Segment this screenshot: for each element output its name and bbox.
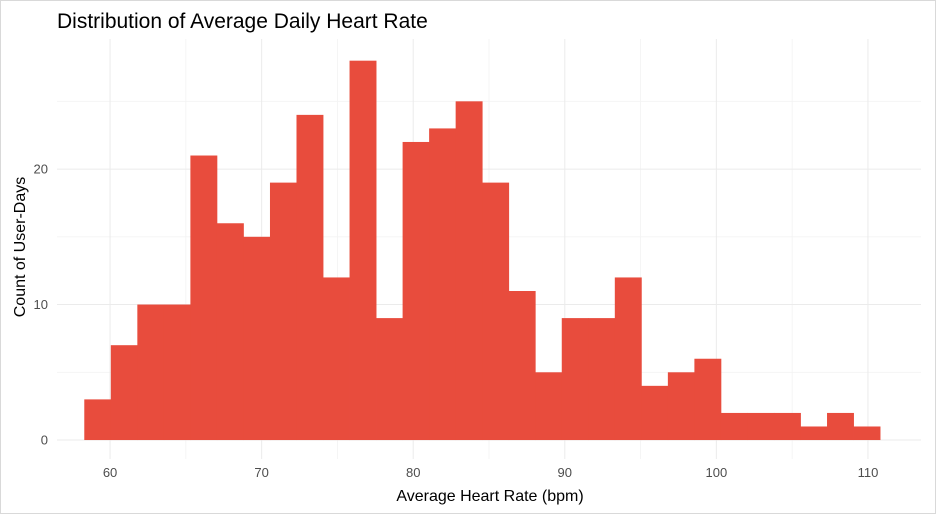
y-tick-label: 20 [34,162,48,177]
histogram-bar [296,114,324,441]
histogram-bar [163,304,191,441]
histogram-bar [827,412,854,441]
y-axis-title: Count of User-Days [12,177,29,318]
histogram-bar [508,291,536,441]
histogram-bar [641,385,669,441]
histogram-bar [137,304,165,441]
histogram-bar [747,412,775,441]
histogram-bar [694,358,722,441]
histogram-bar [84,399,112,441]
histogram-bar [376,318,403,441]
histogram-bar [455,101,483,441]
histogram-bar [800,426,828,441]
y-tick-label: 0 [41,433,48,448]
histogram-bars [84,60,881,441]
histogram-bar [269,182,297,441]
x-axis-title: Average Heart Rate (bpm) [396,488,583,505]
histogram-bar [243,236,271,441]
histogram-bar [773,412,801,441]
histogram-bar [853,426,881,441]
histogram-bar [561,318,589,441]
histogram-bar [323,277,350,441]
histogram-bar [349,60,377,441]
x-tick-label: 90 [558,465,572,480]
x-tick-label: 80 [406,465,420,480]
histogram-bar [216,223,244,441]
chart-title: Distribution of Average Daily Heart Rate [57,10,428,33]
histogram-bar [190,155,218,441]
histogram-bar [535,372,563,441]
histogram-bar [588,318,616,441]
y-axis-ticks: 0 10 20 [34,162,48,448]
histogram-bar [402,141,430,441]
x-tick-label: 100 [706,465,728,480]
x-tick-label: 70 [254,465,268,480]
histogram-bar [110,345,138,441]
histogram-bar [482,182,510,441]
histogram-bar [429,128,457,441]
histogram-bar [720,412,748,441]
x-tick-label: 60 [103,465,117,480]
histogram-bar [614,277,642,441]
y-tick-label: 10 [34,297,48,312]
histogram-bar [667,372,695,441]
x-tick-label: 110 [858,465,879,480]
x-axis-ticks: 60 70 80 90 100 110 [103,465,878,480]
